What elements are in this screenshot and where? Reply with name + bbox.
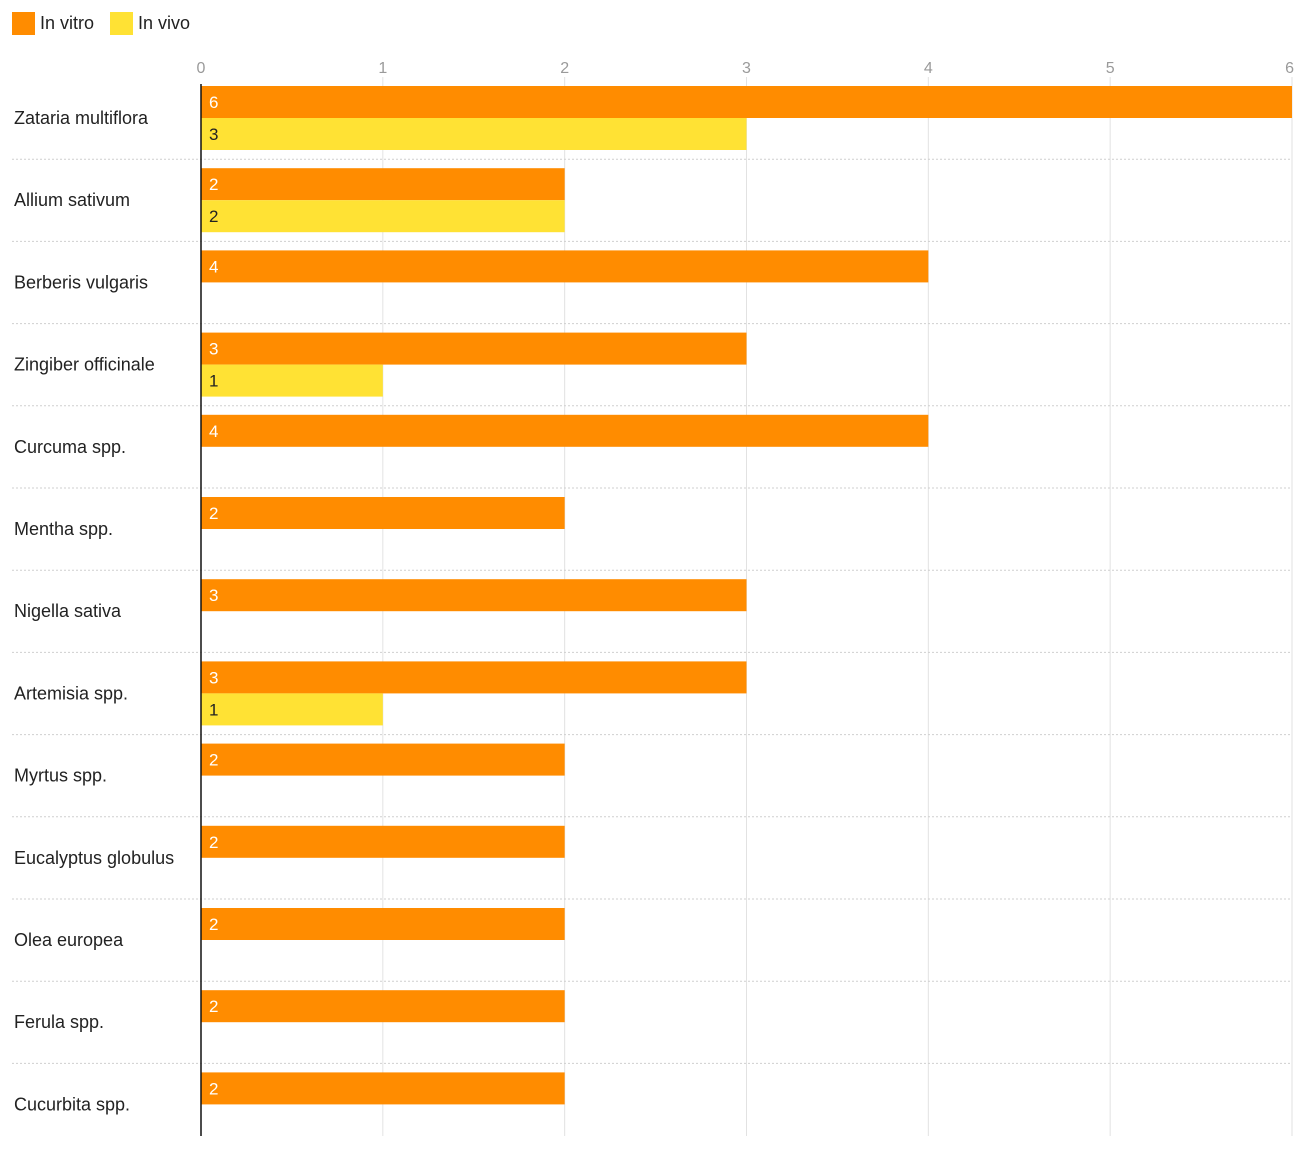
bar-in-vitro <box>201 1072 565 1105</box>
bar-in-vivo <box>201 118 747 150</box>
bar-in-vivo <box>201 693 383 726</box>
category-label: Nigella sativa <box>14 601 122 621</box>
bar-in-vitro <box>201 86 1292 118</box>
bar-value-label: 1 <box>209 700 218 719</box>
bar-value-label: 2 <box>209 1079 218 1098</box>
bar-in-vivo <box>201 200 565 233</box>
bar-value-label: 2 <box>209 751 218 770</box>
bar-value-label: 2 <box>209 997 218 1016</box>
bar-value-label: 2 <box>209 504 218 523</box>
bar-in-vitro <box>201 743 565 776</box>
bar-value-label: 3 <box>209 125 218 144</box>
bar-value-label: 2 <box>209 207 218 226</box>
legend-swatch-in-vivo <box>110 12 134 35</box>
x-tick-label: 0 <box>197 60 206 77</box>
bar-in-vivo <box>201 364 383 397</box>
category-label: Olea europea <box>14 930 124 950</box>
bar-in-vitro <box>201 414 929 447</box>
category-label: Zingiber officinale <box>14 355 155 375</box>
legend-swatch-in-vitro <box>12 12 35 35</box>
bar-in-vitro <box>201 825 565 858</box>
legend-label-in-vitro: In vitro <box>40 13 95 33</box>
bar-value-label: 2 <box>209 833 218 852</box>
category-label: Eucalyptus globulus <box>14 848 174 868</box>
legend-label-in-vivo: In vivo <box>138 13 191 33</box>
category-label: Artemisia spp. <box>14 683 128 703</box>
legend-item-in-vivo[interactable]: In vivo <box>110 12 190 35</box>
bar-value-label: 2 <box>209 915 218 934</box>
bar-value-label: 1 <box>209 372 218 391</box>
chart-legend: In vitro In vivo <box>12 12 206 35</box>
bar-value-label: 4 <box>209 422 218 441</box>
category-label: Cucurbita spp. <box>14 1094 130 1114</box>
x-tick-label: 3 <box>742 60 751 77</box>
x-tick-label: 1 <box>378 60 387 77</box>
category-label: Zataria multiflora <box>14 108 149 128</box>
bar-value-label: 3 <box>209 668 218 687</box>
category-label: Allium sativum <box>14 190 130 210</box>
bar-in-vitro <box>201 332 747 365</box>
x-tick-label: 6 <box>1285 60 1294 77</box>
x-tick-label: 2 <box>560 60 569 77</box>
x-tick-label: 5 <box>1106 60 1115 77</box>
bar-in-vitro <box>201 168 565 201</box>
bar-value-label: 3 <box>209 340 218 359</box>
bar-in-vitro <box>201 908 565 940</box>
bar-in-vitro <box>201 990 565 1023</box>
category-label: Curcuma spp. <box>14 437 126 457</box>
category-label: Berberis vulgaris <box>14 272 148 292</box>
bar-value-label: 2 <box>209 175 218 194</box>
category-label: Ferula spp. <box>14 1012 104 1032</box>
bar-in-vitro <box>201 579 747 612</box>
bar-in-vitro <box>201 661 747 694</box>
category-label: Mentha spp. <box>14 519 113 539</box>
bar-value-label: 4 <box>209 257 218 276</box>
bar-in-vitro <box>201 250 929 283</box>
bar-value-label: 6 <box>209 93 218 112</box>
category-label: Myrtus spp. <box>14 766 107 786</box>
bar-value-label: 3 <box>209 586 218 605</box>
legend-item-in-vitro[interactable]: In vitro <box>12 12 94 35</box>
x-tick-label: 4 <box>924 60 933 77</box>
bar-in-vitro <box>201 497 565 529</box>
